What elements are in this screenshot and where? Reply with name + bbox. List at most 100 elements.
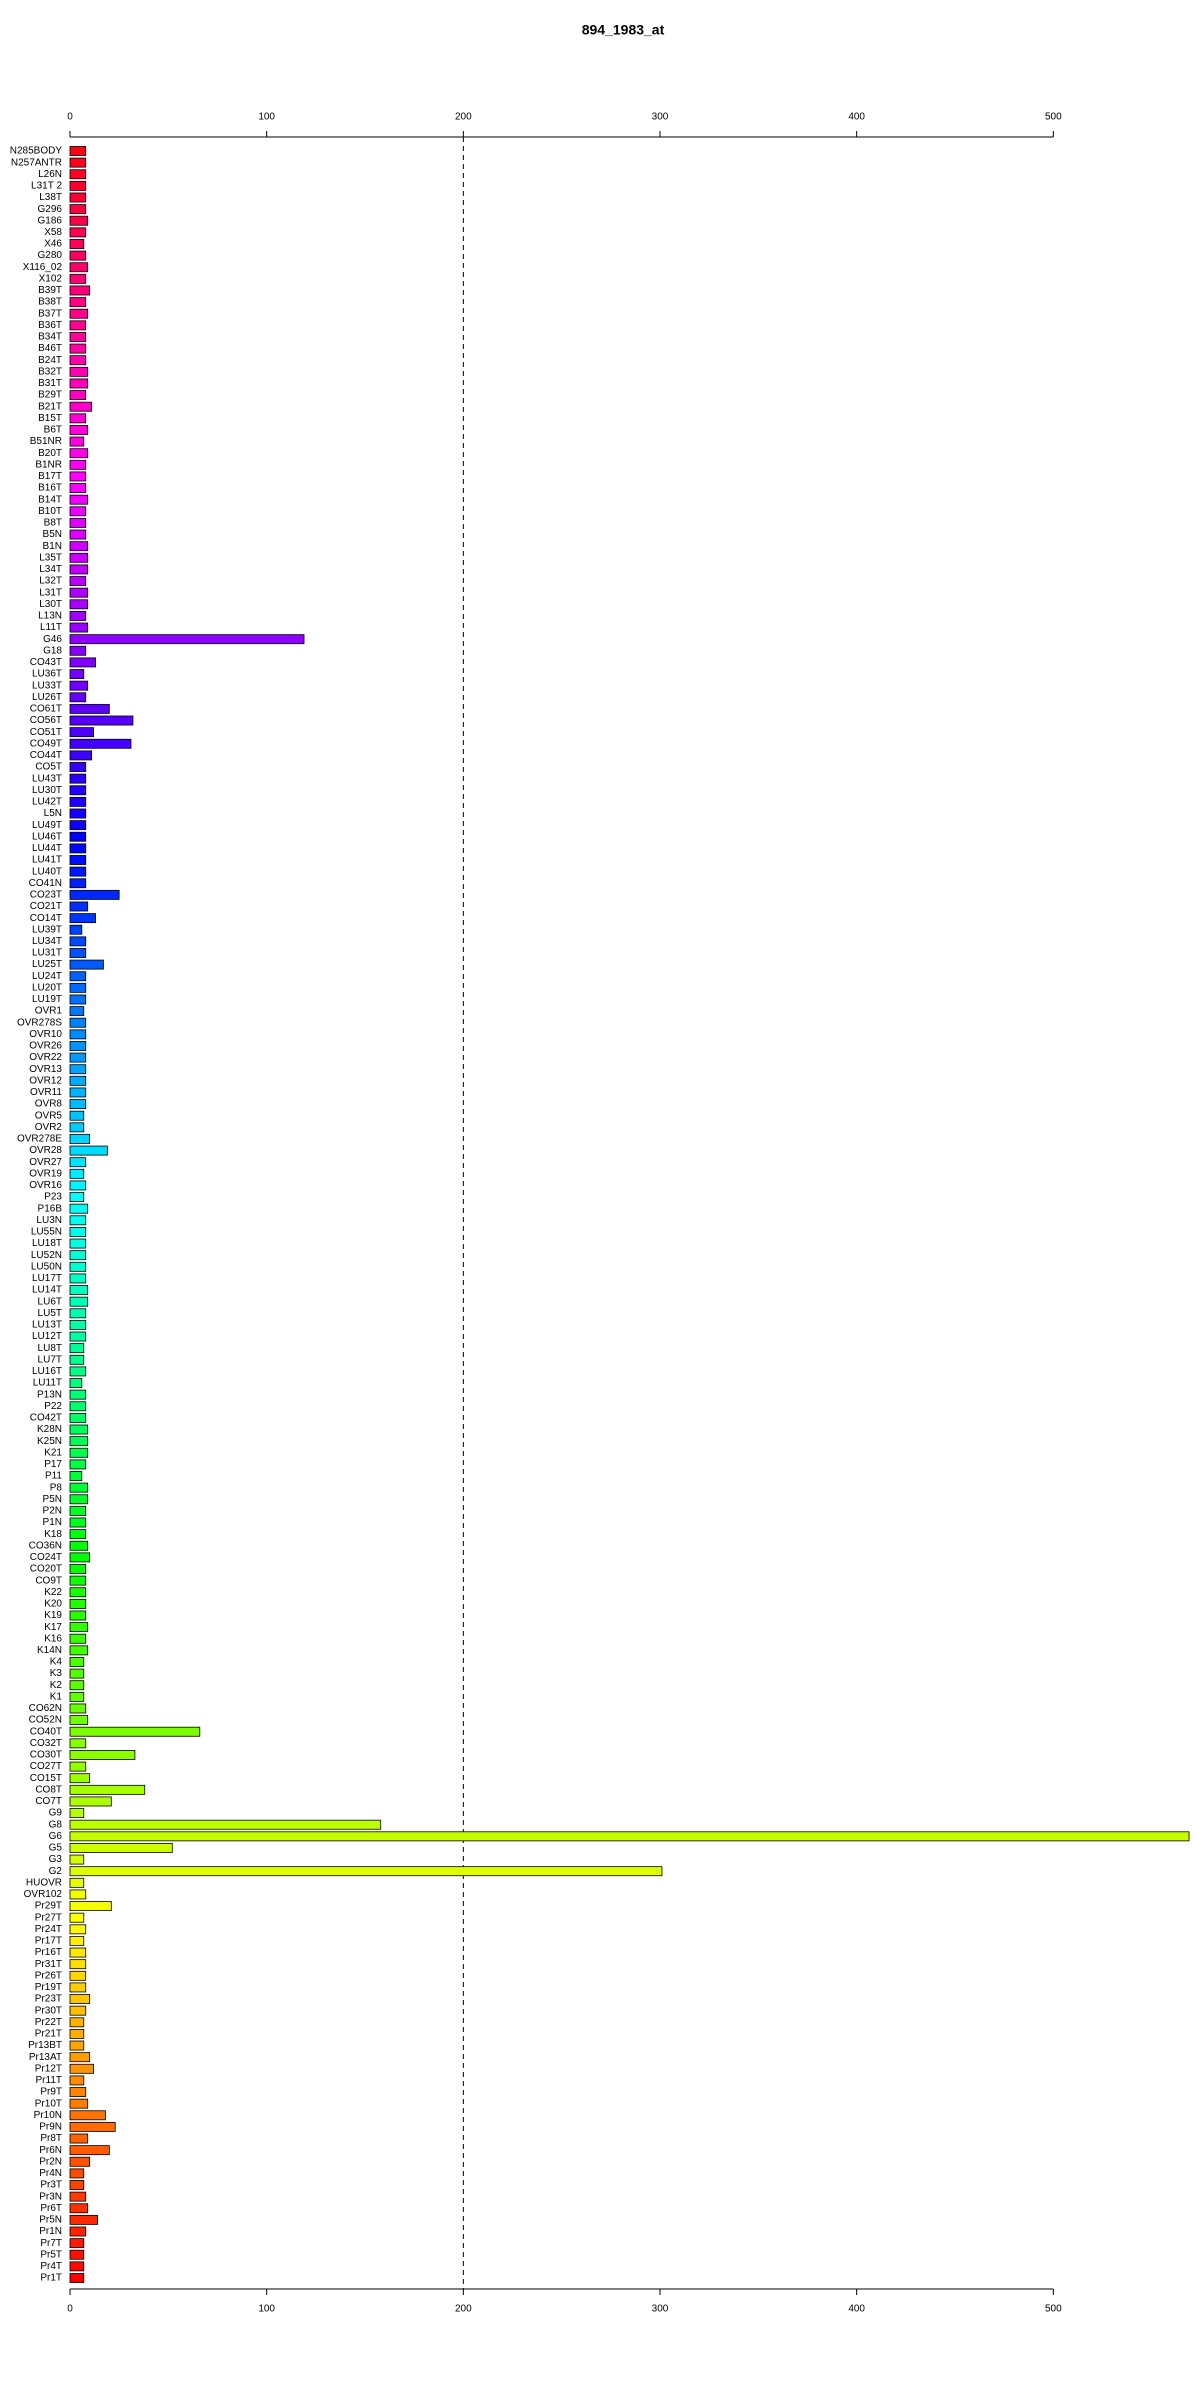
bar bbox=[69, 529, 87, 540]
y-tick-label: LU42T bbox=[32, 797, 62, 808]
bar bbox=[69, 1296, 89, 1307]
bar bbox=[69, 1378, 83, 1388]
bar bbox=[69, 308, 89, 319]
bar bbox=[69, 1982, 87, 1993]
bar bbox=[69, 2017, 85, 2028]
y-tick-label: CO40T bbox=[30, 1726, 62, 1737]
y-tick-label: B31T bbox=[38, 378, 62, 389]
x-tick-label: 200 bbox=[455, 2304, 472, 2315]
bar bbox=[69, 773, 87, 784]
bar bbox=[69, 2226, 87, 2237]
bar bbox=[69, 959, 104, 970]
bar bbox=[69, 1238, 87, 1249]
bar bbox=[69, 1029, 87, 1040]
bar bbox=[69, 564, 89, 575]
bar bbox=[69, 1784, 146, 1795]
bar bbox=[69, 2040, 85, 2051]
bar bbox=[69, 1819, 382, 1830]
y-tick-label: B24T bbox=[38, 355, 62, 366]
bar bbox=[69, 366, 89, 377]
bar bbox=[69, 1517, 87, 1528]
y-tick-label: Pr17T bbox=[35, 1936, 62, 1947]
bar bbox=[69, 1657, 85, 1667]
bar bbox=[69, 1924, 87, 1935]
y-tick-label: CO15T bbox=[30, 1773, 62, 1784]
y-tick-label: B38T bbox=[38, 297, 62, 308]
y-tick-label: X46 bbox=[44, 239, 62, 250]
bar bbox=[69, 948, 87, 958]
bar bbox=[69, 2261, 85, 2272]
y-tick-label: LU7T bbox=[38, 1354, 62, 1365]
bar bbox=[69, 1587, 87, 1598]
y-tick-label: Pr21T bbox=[35, 2029, 62, 2040]
bar bbox=[69, 1308, 87, 1319]
bar bbox=[69, 378, 89, 389]
bar bbox=[69, 2098, 89, 2109]
y-tick-label: B10T bbox=[38, 506, 62, 517]
y-tick-label: LU43T bbox=[32, 773, 62, 784]
y-tick-label: OVR13 bbox=[29, 1064, 62, 1075]
bar bbox=[69, 1041, 87, 1051]
bar bbox=[69, 180, 87, 191]
y-tick-label: B17T bbox=[38, 471, 62, 482]
bar bbox=[69, 1901, 112, 1911]
bar bbox=[69, 1075, 87, 1086]
bar bbox=[69, 1273, 87, 1284]
y-tick-label: LU52N bbox=[31, 1250, 62, 1261]
y-tick-label: OVR8 bbox=[35, 1099, 63, 1110]
bar bbox=[69, 622, 89, 633]
bar bbox=[69, 1215, 87, 1226]
bar bbox=[69, 204, 87, 215]
y-tick-label: Pr26T bbox=[35, 1970, 62, 1981]
bar bbox=[69, 2121, 116, 2132]
bar bbox=[69, 1726, 201, 1737]
bar bbox=[69, 2249, 85, 2260]
y-tick-label: B29T bbox=[38, 390, 62, 401]
bar bbox=[69, 1203, 89, 1214]
bar bbox=[69, 796, 87, 807]
bar bbox=[69, 2191, 87, 2202]
y-tick-label: Pr16T bbox=[35, 1947, 62, 1958]
y-tick-label: B6T bbox=[44, 425, 62, 436]
x-tick-label: 0 bbox=[67, 2304, 73, 2315]
bar bbox=[69, 808, 87, 819]
bar bbox=[69, 1529, 87, 1540]
bar bbox=[69, 1227, 87, 1237]
y-tick-label: Pr1N bbox=[39, 2226, 62, 2237]
bar bbox=[69, 471, 87, 482]
y-tick-label: LU36T bbox=[32, 669, 62, 680]
y-tick-label: L5N bbox=[44, 808, 62, 819]
bar bbox=[69, 913, 96, 924]
bar bbox=[69, 1691, 85, 1702]
y-tick-label: Pr1T bbox=[40, 2273, 62, 2284]
bar bbox=[69, 1808, 85, 1819]
y-tick-label: LU39T bbox=[32, 924, 62, 935]
y-tick-label: Pr19T bbox=[35, 1982, 62, 1993]
y-tick-label: K17 bbox=[44, 1622, 62, 1633]
bar bbox=[69, 982, 87, 993]
bar bbox=[69, 1947, 87, 1958]
x-tick-label: 100 bbox=[258, 112, 275, 123]
bar bbox=[69, 1831, 1190, 1842]
y-tick-label: LU16T bbox=[32, 1366, 62, 1377]
y-tick-label: LU31T bbox=[32, 948, 62, 959]
bar bbox=[69, 1610, 87, 1621]
y-tick-label: K25N bbox=[37, 1436, 62, 1447]
y-tick-label: Pr5T bbox=[40, 2249, 62, 2260]
bar bbox=[69, 297, 87, 308]
y-tick-label: Pr3T bbox=[40, 2180, 62, 2191]
y-tick-label: K22 bbox=[44, 1587, 62, 1598]
bar bbox=[69, 227, 87, 238]
y-tick-label: CO44T bbox=[30, 750, 62, 761]
bar bbox=[69, 2052, 91, 2063]
y-tick-label: K20 bbox=[44, 1599, 62, 1610]
y-tick-label: OVR5 bbox=[35, 1110, 63, 1121]
bar bbox=[69, 2028, 85, 2039]
y-tick-label: CO14T bbox=[30, 913, 62, 924]
y-tick-label: CO41N bbox=[29, 878, 62, 889]
y-tick-label: B37T bbox=[38, 308, 62, 319]
bar bbox=[69, 692, 87, 703]
bar bbox=[69, 343, 87, 354]
bar bbox=[69, 1471, 83, 1481]
y-tick-label: LU33T bbox=[32, 680, 62, 691]
